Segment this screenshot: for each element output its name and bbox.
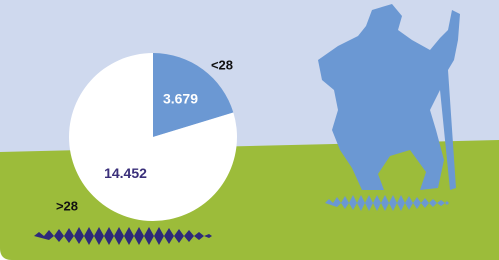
category-label: <28: [211, 57, 233, 72]
value-label: 3.679: [163, 91, 198, 107]
value-label: 14.452: [104, 165, 147, 181]
infographic: 3.679 <28 14.452 >28: [0, 0, 499, 260]
category-label: >28: [56, 198, 78, 213]
